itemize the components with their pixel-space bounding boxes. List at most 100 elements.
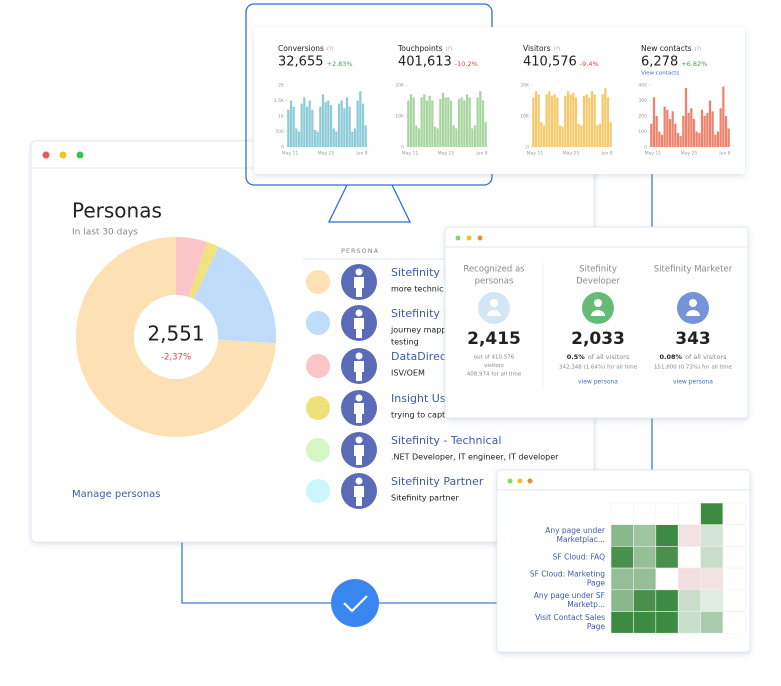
- persona-color: [306, 270, 330, 294]
- y-tick-label: 2K: [278, 83, 285, 89]
- x-tick-label: Jun 8: [475, 151, 487, 157]
- bar: [319, 106, 322, 147]
- metric-label: Conversions: [278, 44, 324, 53]
- bar: [558, 125, 562, 147]
- bar: [415, 125, 418, 147]
- metric-change: -9.4%: [580, 60, 599, 68]
- persona-name[interactable]: Sitefinity - Technical: [391, 434, 501, 447]
- bar: [297, 131, 301, 147]
- heat-cell: [677, 567, 701, 591]
- check-button[interactable]: [331, 579, 379, 627]
- metric-label: Touchpoints: [397, 44, 443, 53]
- dot: [517, 478, 523, 484]
- bar: [335, 131, 338, 147]
- bar: [593, 94, 596, 147]
- bar: [703, 116, 706, 147]
- bar: [364, 125, 367, 147]
- icon-body: [686, 310, 700, 316]
- row-label: Any page under SF: [534, 591, 605, 600]
- bar: [655, 116, 658, 147]
- heat-cell: [677, 524, 701, 547]
- heat-cell: [677, 589, 701, 612]
- y-tick-label: 0: [281, 145, 284, 151]
- bar: [471, 128, 474, 147]
- bar: [674, 123, 677, 147]
- bar: [590, 91, 594, 147]
- y-tick-label: 20K: [520, 83, 530, 89]
- avatar-head: [355, 352, 363, 360]
- bar: [676, 133, 680, 147]
- donut-segment: [176, 237, 207, 298]
- y-tick-label: 0: [644, 145, 647, 151]
- x-tick-label: May 25: [563, 151, 580, 157]
- icon-head: [689, 299, 697, 307]
- persona-name[interactable]: Sitefinity M: [391, 307, 453, 320]
- y-tick-label: 1K: [278, 114, 285, 120]
- heat-cell: [722, 524, 746, 547]
- x-tick-label: Jun 8: [355, 151, 367, 157]
- row-label: Page: [587, 622, 606, 631]
- bar: [305, 106, 309, 147]
- bar: [308, 100, 311, 147]
- metric-value: 32,655: [278, 55, 324, 70]
- bar: [407, 100, 410, 147]
- bar: [356, 100, 359, 147]
- persona-name[interactable]: Sitefinity D: [391, 266, 452, 279]
- heat-cell: [722, 611, 746, 634]
- metric-change: +2.83%: [327, 60, 353, 68]
- column-header: PERSONA: [341, 247, 379, 255]
- bar: [668, 119, 672, 147]
- column-title: Recognized as: [463, 265, 525, 275]
- bar: [313, 129, 317, 147]
- persona-color: [306, 354, 330, 378]
- persona-description: testing: [391, 338, 419, 347]
- total-change: -2,37%: [161, 353, 191, 363]
- bar: [596, 125, 599, 147]
- heat-cell: [655, 589, 679, 612]
- metric-value: 6,278: [641, 55, 678, 70]
- bar: [695, 131, 698, 147]
- bar: [566, 91, 570, 147]
- persona-name[interactable]: Insight Use: [391, 392, 453, 405]
- bar: [564, 95, 567, 147]
- x-tick-label: May 11: [645, 151, 662, 157]
- y-tick-label: 300: [638, 98, 647, 104]
- view-link[interactable]: view persona: [673, 379, 713, 386]
- bar: [580, 125, 583, 147]
- check-circle: [331, 579, 379, 627]
- metric-label: Visitors: [523, 44, 551, 53]
- heat-cell: [722, 502, 746, 526]
- y-tick-label: 20K: [395, 83, 405, 89]
- persona-name[interactable]: Sitefinity Partner: [391, 475, 484, 488]
- bar: [452, 125, 455, 147]
- bar: [534, 91, 538, 147]
- bar: [441, 92, 445, 147]
- avatar-body: [354, 277, 364, 297]
- share-text: of all visitors: [685, 353, 727, 361]
- persona-icon: [478, 292, 510, 324]
- persona-color: [306, 438, 330, 462]
- metric-link[interactable]: View contacts: [641, 71, 679, 77]
- bar: [353, 128, 357, 147]
- heat-cell: [722, 546, 746, 569]
- persona-icon: [582, 292, 614, 324]
- x-tick-label: May 25: [438, 151, 455, 157]
- heat-cell: [655, 524, 679, 547]
- dot: [527, 478, 533, 484]
- metric-info: (?): [554, 47, 561, 53]
- bar: [606, 97, 610, 147]
- bar: [303, 97, 306, 147]
- bar: [289, 100, 293, 147]
- bar: [537, 94, 540, 147]
- bar: [601, 94, 604, 147]
- column-title: Sitefinity: [579, 265, 617, 275]
- manage-link[interactable]: Manage personas: [72, 489, 161, 500]
- view-link[interactable]: view persona: [578, 379, 618, 386]
- persona-name[interactable]: DataDirect: [391, 350, 451, 363]
- avatar-head: [355, 268, 363, 276]
- icon-body: [591, 310, 605, 316]
- avatar-body: [354, 486, 364, 506]
- heat-cell: [655, 611, 679, 634]
- heat-cell: [655, 502, 679, 526]
- bar: [332, 128, 335, 147]
